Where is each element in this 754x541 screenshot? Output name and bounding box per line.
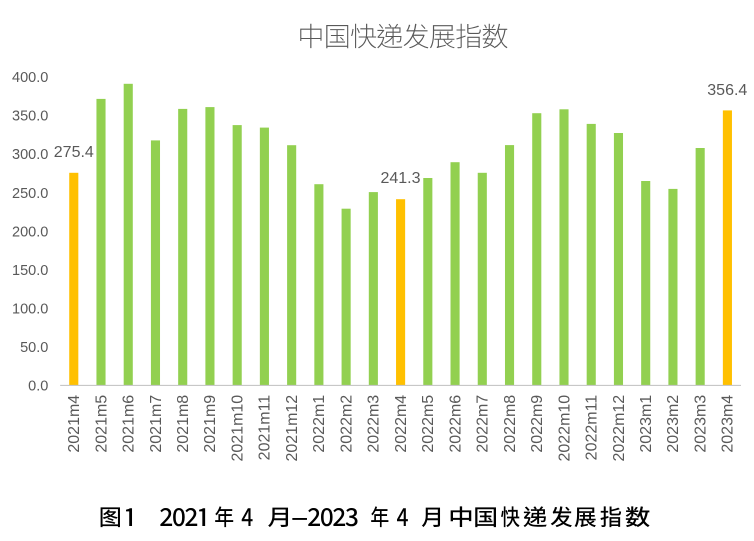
svg-text:2023m4: 2023m4: [720, 395, 737, 453]
svg-text:2022m12: 2022m12: [611, 395, 628, 462]
svg-text:0.0: 0.0: [28, 379, 48, 395]
svg-text:2022m2: 2022m2: [338, 395, 355, 453]
svg-text:241.3: 241.3: [380, 170, 420, 187]
svg-text:2022m3: 2022m3: [366, 395, 383, 453]
svg-text:356.4: 356.4: [707, 82, 747, 99]
svg-text:2021m12: 2021m12: [284, 395, 301, 462]
svg-text:2021m10: 2021m10: [229, 395, 246, 462]
svg-text:2022m8: 2022m8: [502, 395, 519, 453]
svg-text:2022m7: 2022m7: [475, 395, 492, 453]
svg-text:2021m11: 2021m11: [257, 395, 274, 461]
svg-text:2021m8: 2021m8: [175, 395, 192, 453]
svg-text:2022m4: 2022m4: [393, 395, 410, 453]
svg-text:275.4: 275.4: [54, 144, 94, 161]
svg-text:2021m5: 2021m5: [93, 395, 110, 453]
svg-text:2023m1: 2023m1: [638, 395, 655, 453]
svg-text:300.0: 300.0: [12, 147, 48, 163]
svg-text:400.0: 400.0: [12, 70, 48, 86]
svg-text:2022m6: 2022m6: [447, 395, 464, 453]
svg-text:200.0: 200.0: [12, 224, 48, 240]
svg-text:50.0: 50.0: [20, 340, 48, 356]
svg-text:350.0: 350.0: [12, 109, 48, 125]
svg-text:2022m11: 2022m11: [584, 395, 601, 461]
svg-text:150.0: 150.0: [12, 263, 48, 279]
svg-text:100.0: 100.0: [12, 302, 48, 318]
svg-text:2022m10: 2022m10: [556, 395, 573, 462]
svg-text:2021m9: 2021m9: [202, 395, 219, 453]
svg-text:2021m4: 2021m4: [66, 395, 83, 453]
svg-text:2023m2: 2023m2: [665, 395, 682, 453]
svg-text:2022m5: 2022m5: [420, 395, 437, 453]
svg-text:2021m6: 2021m6: [121, 395, 138, 453]
svg-text:2022m1: 2022m1: [311, 395, 328, 453]
svg-text:250.0: 250.0: [12, 186, 48, 202]
svg-text:2023m3: 2023m3: [692, 395, 709, 453]
svg-text:2021m7: 2021m7: [148, 395, 165, 453]
svg-text:2022m9: 2022m9: [529, 395, 546, 453]
